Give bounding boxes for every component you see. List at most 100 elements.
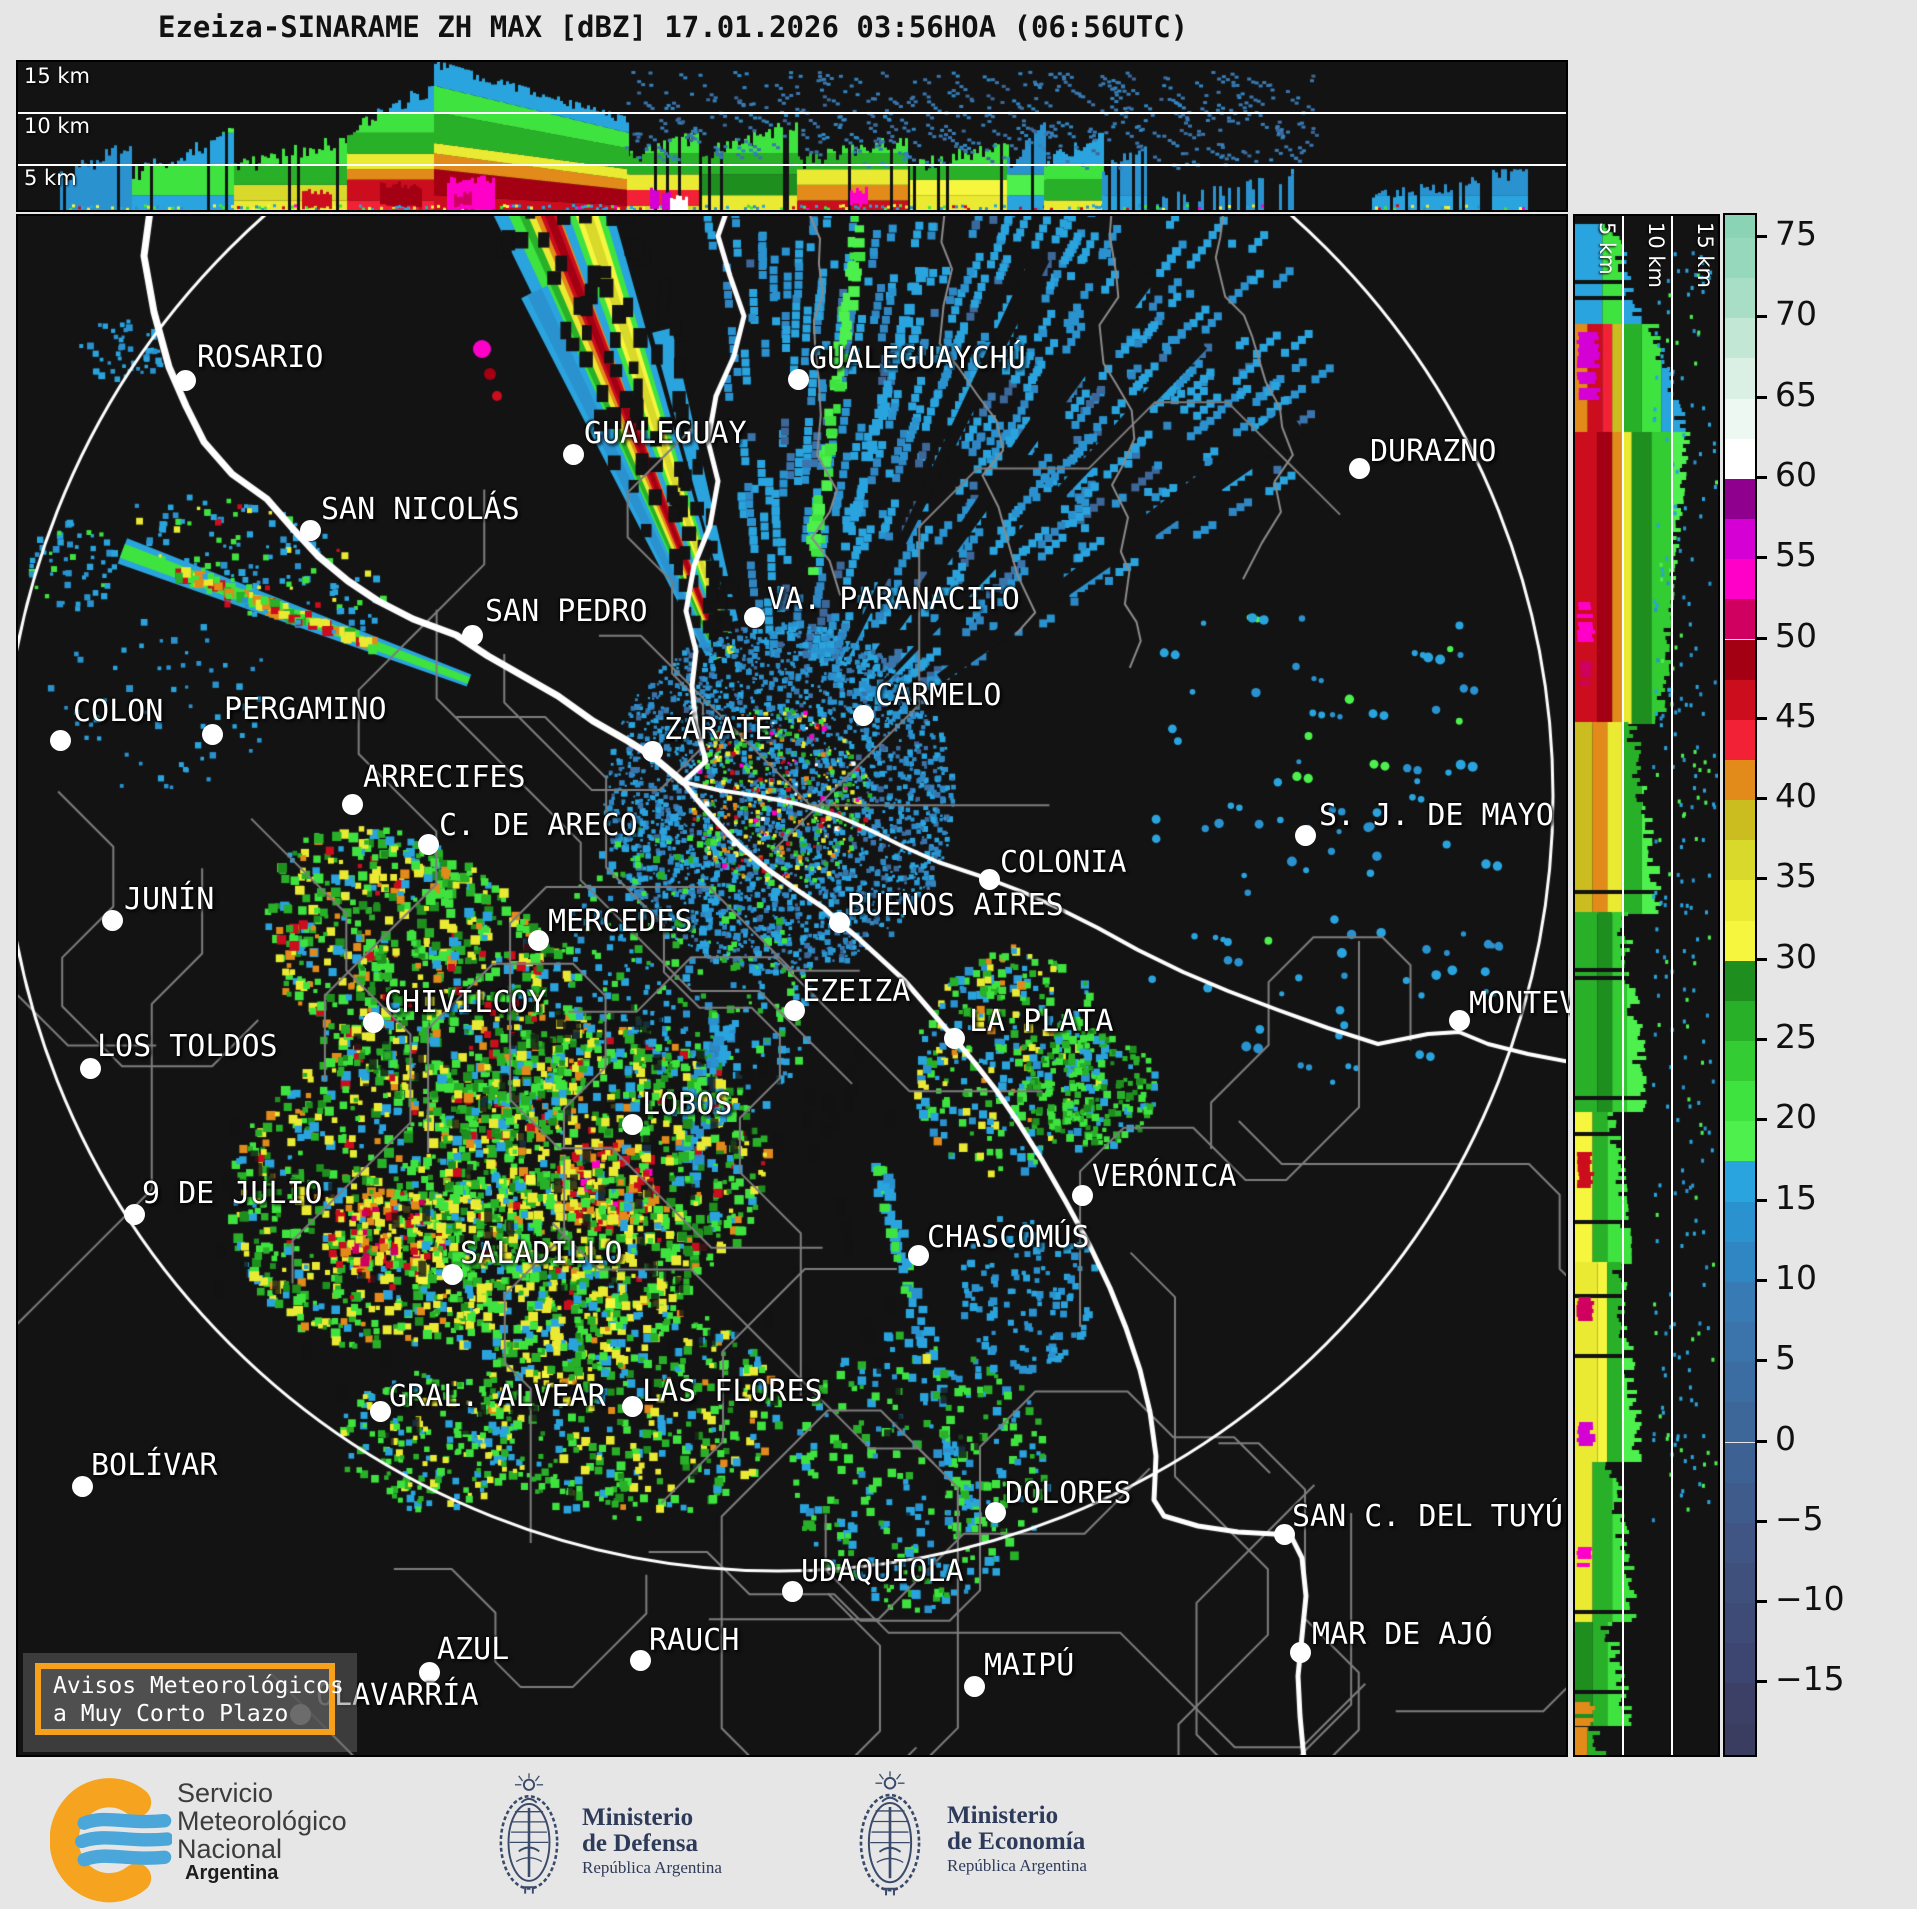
colorbar-tick [1757, 957, 1767, 961]
city-dot [80, 1058, 101, 1079]
city-label: S. J. DE MAYO [1319, 798, 1554, 833]
colorbar-cell [1725, 1281, 1755, 1323]
colorbar-tick-label: 45 [1775, 695, 1817, 735]
colorbar-tick-label: −15 [1775, 1659, 1845, 1699]
city-dot [462, 625, 483, 646]
city-label: 9 DE JULIO [142, 1176, 323, 1211]
main-radar-map: ROSARIO SAN NICOLÁS GUALEGUAY GUALEGUAYCHÚ S… [16, 214, 1570, 1759]
colorbar-tick-label: 55 [1775, 535, 1817, 575]
colorbar-cell [1725, 478, 1755, 520]
colorbar-tick [1757, 877, 1767, 881]
page-title: Ezeiza-SINARAME ZH MAX [dBZ] 17.01.2026 … [158, 10, 1189, 44]
city-dot [419, 1662, 440, 1683]
city-dot [1449, 1010, 1470, 1031]
colorbar-tick [1757, 797, 1767, 801]
alt-label-15km: 15 km [24, 64, 91, 88]
colorbar-cell [1725, 599, 1755, 640]
city-dot [744, 607, 765, 628]
defensa-sub-label: República Argentina [582, 1858, 722, 1877]
colorbar-tick [1757, 1278, 1767, 1282]
smn-country-label: Argentina [185, 1862, 279, 1884]
altitude-gridline-10km [18, 112, 1566, 114]
colorbar-cell [1725, 1603, 1755, 1644]
city-label: MAIPÚ [984, 1648, 1075, 1683]
city-label: RAUCH [649, 1623, 740, 1658]
economia-name-line1: Ministerio [947, 1802, 1059, 1829]
colorbar-tick-label: 5 [1775, 1338, 1796, 1378]
warning-overlay-box[interactable]: Avisos Meteorológicos a Muy Corto Plazo [23, 1653, 357, 1752]
top-cross-section-canvas [18, 62, 1566, 210]
colorbar-tick [1757, 1198, 1767, 1202]
colorbar-tick [1757, 475, 1767, 479]
colorbar-cell [1725, 1723, 1755, 1755]
colorbar-cell [1725, 1081, 1755, 1122]
city-label: OLAVARRÍA [316, 1678, 479, 1713]
colorbar-tick [1757, 235, 1767, 238]
alt-label-5km-v: 5 km [1595, 222, 1619, 275]
side-cross-section-panel: 5 km 10 km 15 km [1573, 214, 1720, 1757]
city-dot [50, 730, 71, 751]
colorbar-tick-label: 20 [1775, 1097, 1817, 1137]
colorbar-cell [1725, 1241, 1755, 1282]
defensa-name-line2: de Defensa [582, 1830, 698, 1857]
colorbar-cell [1725, 1161, 1755, 1202]
colorbar-tick [1757, 1519, 1767, 1523]
colorbar-tick [1757, 1359, 1767, 1363]
city-label: SAN NICOLÁS [321, 492, 520, 527]
city-dot [985, 1502, 1006, 1523]
city-layer: ROSARIO SAN NICOLÁS GUALEGUAY GUALEGUAYCHÚ S… [18, 216, 1570, 1759]
colorbar-scale [1723, 213, 1757, 1757]
colorbar-tick-label: 65 [1775, 374, 1817, 414]
colorbar-tick [1757, 1118, 1767, 1122]
city-dot [784, 1000, 805, 1021]
city-dot [1295, 825, 1316, 846]
colorbar-tick-label: 35 [1775, 856, 1817, 896]
colorbar-cell [1725, 238, 1755, 279]
colorbar-tick-label: 15 [1775, 1177, 1817, 1217]
city-dot [1274, 1524, 1295, 1545]
city-dot [370, 1401, 391, 1422]
city-dot [442, 1264, 463, 1285]
city-label: MONTEVIDEO [1469, 986, 1570, 1021]
city-dot [788, 369, 809, 390]
smn-name-line1: Servicio [177, 1778, 274, 1808]
city-label: ZÁRATE [664, 712, 773, 747]
colorbar-cell [1725, 1322, 1755, 1363]
city-label: UDAQUIOLA [801, 1554, 964, 1589]
alt-label-10km: 10 km [24, 114, 91, 138]
colorbar-cell [1725, 1522, 1755, 1563]
city-dot [829, 912, 850, 933]
city-label: JUNÍN [124, 882, 215, 917]
colorbar-cell [1725, 1041, 1755, 1082]
colorbar: 75 70 65 60 55 50 45 40 35 30 25 20 15 10 5 0 −5 −10 −15 [1723, 213, 1903, 1761]
colorbar-cell [1725, 318, 1755, 359]
city-label: SALADILLO [460, 1236, 623, 1271]
colorbar-tick [1757, 1680, 1767, 1684]
city-dot [418, 834, 439, 855]
warning-line-1: Avisos Meteorológicos [53, 1673, 344, 1699]
city-label: SAN PEDRO [485, 594, 648, 629]
city-label: GRAL. ALVEAR [389, 1379, 606, 1414]
colorbar-cell [1725, 759, 1755, 801]
side-cross-section-canvas [1575, 216, 1718, 1755]
city-label: VERÓNICA [1092, 1159, 1237, 1194]
city-dot [102, 910, 123, 931]
city-dot [124, 1204, 145, 1225]
city-label: COLON [73, 694, 164, 729]
economia-coat-of-arms-icon [859, 1771, 921, 1896]
colorbar-tick-label: 25 [1775, 1017, 1817, 1056]
city-dot [853, 705, 874, 726]
city-dot [944, 1028, 965, 1049]
colorbar-cell [1725, 1683, 1755, 1724]
colorbar-cell [1725, 519, 1755, 560]
colorbar-cell [1725, 920, 1755, 961]
city-label: LAS FLORES [642, 1374, 823, 1409]
city-dot [1349, 458, 1370, 479]
city-dot [630, 1650, 651, 1671]
colorbar-tick-label: −5 [1775, 1498, 1824, 1538]
colorbar-cell [1725, 679, 1755, 720]
colorbar-cell [1725, 358, 1755, 399]
colorbar-cell [1725, 1643, 1755, 1684]
city-label: DURAZNO [1370, 434, 1497, 469]
city-dot [1072, 1185, 1093, 1206]
